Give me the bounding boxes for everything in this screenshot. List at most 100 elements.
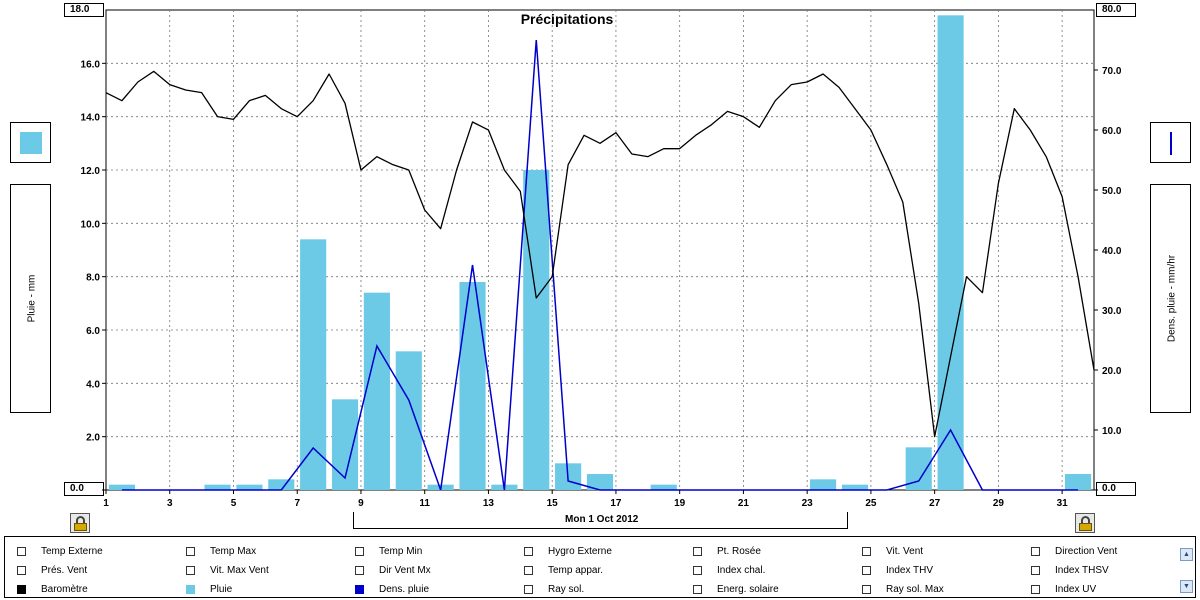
legend-label: Pluie [210, 583, 233, 595]
legend-checkbox[interactable] [17, 584, 26, 594]
legend-checkbox[interactable] [1031, 565, 1040, 575]
x-tick-label: 29 [993, 498, 1005, 509]
legend-label: Energ. solaire [717, 583, 779, 595]
legend-checkbox[interactable] [1031, 546, 1040, 556]
legend-label: Temp Max [210, 545, 257, 557]
rain-bar [937, 15, 964, 490]
legend-item[interactable]: Baromètre [17, 580, 88, 598]
legend-checkbox[interactable] [355, 565, 364, 575]
date-range-line [353, 528, 848, 529]
left-tick-label: 12.0 [81, 166, 101, 177]
right-axis-label-box: Dens. pluie - mm/hr [1150, 184, 1191, 413]
legend-checkbox[interactable] [17, 546, 26, 556]
barometer-line [105, 70, 1095, 438]
legend-checkbox[interactable] [1031, 584, 1040, 594]
legend-label: Pt. Rosée [717, 545, 761, 557]
legend-item[interactable]: Temp appar. [524, 561, 603, 579]
right-tick-label: 50.0 [1102, 186, 1122, 197]
rain-bar [395, 351, 422, 490]
rain-bar [236, 484, 263, 490]
legend-checkbox[interactable] [862, 546, 871, 556]
legend-checkbox[interactable] [17, 565, 26, 575]
legend-item[interactable]: Dens. pluie [355, 580, 429, 598]
legend-item[interactable]: Vit. Vent [862, 542, 923, 560]
legend-checkbox[interactable] [693, 584, 702, 594]
legend-checkbox[interactable] [862, 565, 871, 575]
right-axis-max-box: 80.0 [1096, 3, 1136, 17]
legend-item[interactable]: Ray sol. [524, 580, 584, 598]
legend-label: Baromètre [41, 583, 88, 595]
legend-label: Direction Vent [1055, 545, 1118, 557]
rain-bar [586, 474, 614, 490]
legend-item[interactable]: Hygro Externe [524, 542, 612, 560]
legend-item[interactable]: Temp Min [355, 542, 422, 560]
legend-item[interactable]: Prés. Vent [17, 561, 87, 579]
left-axis-min-box: 0.0 [64, 482, 104, 496]
x-tick-label: 13 [483, 498, 495, 509]
rain-bar [523, 170, 550, 490]
legend-item[interactable]: Energ. solaire [693, 580, 779, 598]
right-tick-label: 20.0 [1102, 366, 1122, 377]
legend-item[interactable]: Vit. Max Vent [186, 561, 269, 579]
legend-checkbox[interactable] [355, 546, 364, 556]
legend-checkbox[interactable] [186, 546, 195, 556]
legend-checkbox[interactable] [862, 584, 871, 594]
legend-checkbox[interactable] [524, 584, 533, 594]
left-tick-label: 2.0 [86, 433, 100, 444]
left-series-swatch-box[interactable] [10, 122, 51, 163]
legend-checkbox[interactable] [693, 546, 702, 556]
x-tick-label: 3 [167, 498, 173, 509]
legend-checkbox[interactable] [186, 584, 195, 594]
legend-label: Ray sol. Max [886, 583, 944, 595]
x-tick-label: 1 [103, 498, 109, 509]
left-tick-label: 4.0 [86, 379, 100, 390]
legend-item[interactable]: Index chal. [693, 561, 765, 579]
legend-label: Dir Vent Mx [379, 564, 431, 576]
x-tick-label: 17 [610, 498, 622, 509]
legend-item[interactable]: Index UV [1031, 580, 1096, 598]
scroll-down-icon[interactable]: ▼ [1180, 580, 1193, 593]
right-series-swatch-box[interactable] [1150, 122, 1191, 163]
legend-item[interactable]: Pt. Rosée [693, 542, 761, 560]
legend-label: Index THV [886, 564, 934, 576]
legend-checkbox[interactable] [524, 546, 533, 556]
rain-bar-swatch-icon [20, 132, 42, 154]
scroll-up-icon[interactable]: ▲ [1180, 548, 1193, 561]
legend-item[interactable]: Temp Externe [17, 542, 103, 560]
legend-checkbox[interactable] [524, 565, 533, 575]
date-range-end-tick [847, 512, 848, 529]
right-lock-icon[interactable] [1075, 513, 1095, 533]
left-lock-icon[interactable] [70, 513, 90, 533]
legend-label: Temp appar. [548, 564, 604, 576]
left-tick-label: 14.0 [81, 113, 101, 124]
legend-item[interactable]: Temp Max [186, 542, 256, 560]
rain-bar [363, 292, 390, 490]
legend-label: Vit. Max Vent [210, 564, 269, 576]
rain-bar [1064, 474, 1092, 490]
rain-bar [108, 484, 136, 490]
rain-bar [204, 484, 231, 490]
x-tick-label: 27 [929, 498, 941, 509]
x-tick-label: 9 [358, 498, 364, 509]
legend-item[interactable]: Index THV [862, 561, 933, 579]
x-tick-label: 11 [419, 498, 430, 509]
legend-item[interactable]: Index THSV [1031, 561, 1109, 579]
left-tick-label: 16.0 [81, 59, 101, 70]
legend-item[interactable]: Ray sol. Max [862, 580, 944, 598]
rain-bar [841, 484, 869, 490]
left-axis-label-box: Pluie - mm [10, 184, 51, 413]
legend-checkbox[interactable] [693, 565, 702, 575]
right-tick-label: 30.0 [1102, 306, 1122, 317]
legend-checkbox[interactable] [186, 565, 195, 575]
legend-item[interactable]: Dir Vent Mx [355, 561, 431, 579]
precipitation-chart[interactable]: 1 3 5 7 9 11 13 15 17 19 21 23 25 27 29 312.04.06.08.01… [0, 0, 1200, 512]
x-tick-label: 31 [1057, 498, 1069, 509]
left-tick-label: 10.0 [81, 219, 101, 230]
legend-label: Index chal. [717, 564, 766, 576]
chart-title: Précipitations [521, 11, 614, 27]
legend-checkbox[interactable] [355, 584, 364, 594]
legend-label: Temp Externe [41, 545, 103, 557]
legend-item[interactable]: Direction Vent [1031, 542, 1117, 560]
x-tick-label: 7 [294, 498, 300, 509]
legend-item[interactable]: Pluie [186, 580, 232, 598]
